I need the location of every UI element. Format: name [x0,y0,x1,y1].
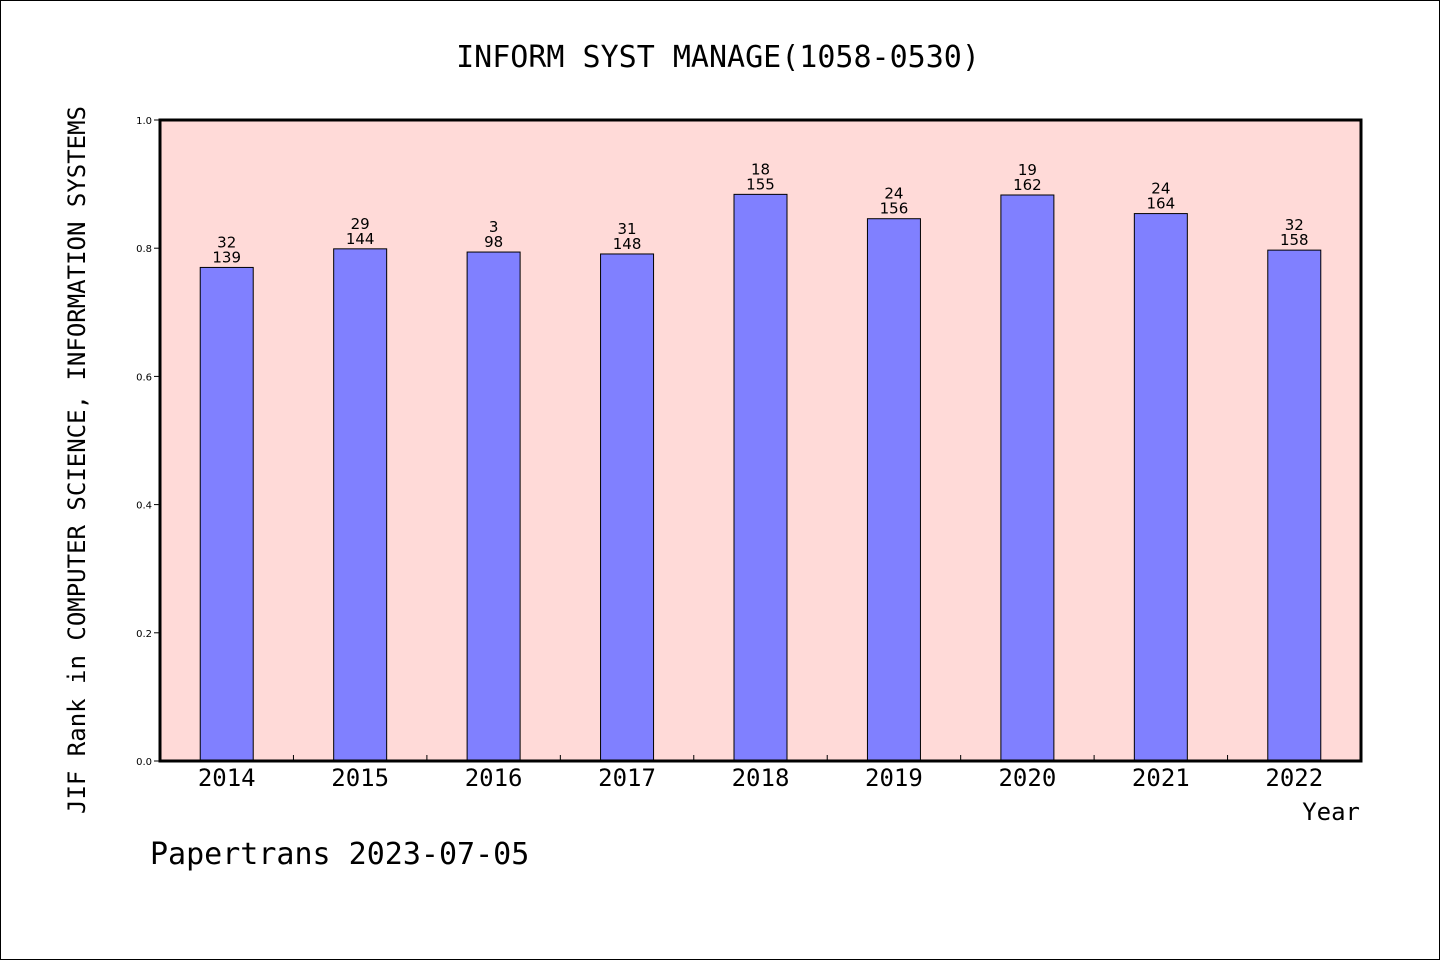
footer-text: Papertrans 2023-07-05 [150,837,529,872]
bar-label-top: 32 [1285,216,1304,234]
bar-label-bottom: 144 [346,230,375,248]
x-tick-label: 2014 [198,764,256,792]
y-tick-label: 0.8 [136,244,152,255]
y-tick-label: 0.6 [136,372,152,383]
bar-2016 [466,251,521,762]
x-tick-label: 2019 [865,764,923,792]
bar-label-bottom: 158 [1280,231,1309,249]
x-tick-label: 2016 [465,764,523,792]
x-tick-label: 2022 [1265,764,1323,792]
chart-title: INFORM SYST MANAGE(1058-0530) [456,40,980,75]
bar-label-bottom: 156 [880,200,909,218]
y-tick-label: 0.0 [136,757,152,768]
x-axis-label: Year [1302,798,1360,826]
bar-label-top: 3 [489,218,499,236]
x-tick-label: 2015 [331,764,389,792]
bar-label-top: 31 [618,220,637,238]
bar-2017 [600,253,655,762]
x-tick-label: 2017 [598,764,656,792]
bar-2014 [199,266,254,762]
bar-label-bottom: 155 [746,175,775,193]
bar-label-top: 19 [1018,161,1037,179]
y-tick-label: 1.0 [136,116,152,127]
y-tick-label: 0.2 [136,629,152,640]
bar-2021 [1133,213,1188,762]
plot-border [158,118,1363,763]
x-tick-label: 2020 [998,764,1056,792]
bar-label-top: 32 [217,233,236,251]
x-tick-label: 2021 [1132,764,1190,792]
bar-2022 [1267,249,1322,762]
bar-label-bottom: 139 [212,248,241,266]
bar-2015 [333,248,388,762]
bar-label-bottom: 162 [1013,176,1042,194]
y-axis-label: JIF Rank in COMPUTER SCIENCE, INFORMATIO… [63,106,91,814]
bar-label-bottom: 98 [484,233,503,251]
bar-label-top: 24 [1151,180,1170,198]
y-tick-label: 0.4 [136,501,152,512]
bar-2019 [866,218,921,762]
x-tick-label: 2018 [732,764,790,792]
bar-label-top: 29 [351,215,370,233]
bar-2018 [733,193,788,762]
bar-label-top: 18 [751,160,770,178]
bar-2020 [1000,194,1055,762]
bar-label-bottom: 148 [613,235,642,253]
bar-label-bottom: 164 [1147,195,1176,213]
bar-label-top: 24 [884,185,903,203]
